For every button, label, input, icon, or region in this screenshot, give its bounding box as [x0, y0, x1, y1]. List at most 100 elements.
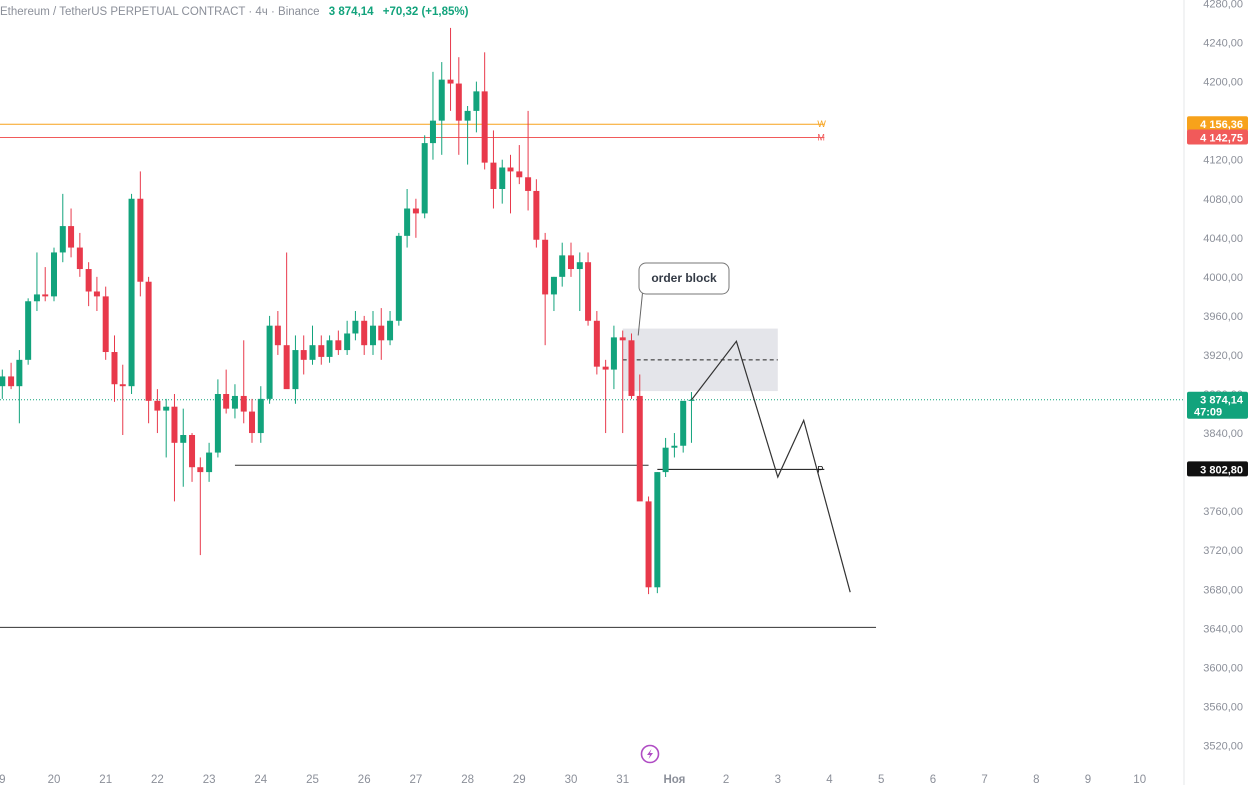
candle-body[interactable] [688, 399, 695, 401]
candle-body[interactable] [189, 435, 196, 468]
candle-body[interactable] [429, 120, 436, 144]
candle-body[interactable] [42, 294, 49, 297]
candle-body[interactable] [542, 239, 549, 295]
candle-body[interactable] [300, 350, 307, 360]
candle-body[interactable] [404, 208, 411, 236]
candle-body[interactable] [59, 226, 66, 253]
candle-body[interactable] [257, 398, 264, 434]
candle-countdown: 47:09 [1194, 407, 1222, 419]
symbol-title[interactable]: Ethereum / TetherUS PERPETUAL CONTRACT ·… [0, 6, 320, 18]
candle-body[interactable] [266, 325, 273, 399]
candle-body[interactable] [283, 345, 290, 390]
candle-body[interactable] [318, 345, 325, 357]
candle-body[interactable] [464, 110, 471, 121]
candle-body[interactable] [447, 79, 454, 84]
candle-body[interactable] [85, 269, 92, 292]
candle-body[interactable] [533, 190, 540, 240]
x-axis-tick: 9 [0, 774, 6, 785]
y-axis-tick: 4000,00 [1203, 272, 1243, 284]
order-block-callout[interactable] [638, 262, 730, 295]
candle-body[interactable] [636, 395, 643, 502]
candle-body[interactable] [335, 340, 342, 351]
candle-body[interactable] [378, 325, 385, 341]
candle-body[interactable] [473, 91, 480, 111]
candle-body[interactable] [51, 252, 57, 297]
candle-body[interactable] [387, 320, 394, 341]
candle-body[interactable] [33, 294, 40, 302]
candle-body[interactable] [395, 235, 402, 321]
y-axis-tick: 4240,00 [1203, 38, 1243, 50]
candle-body[interactable] [490, 162, 497, 189]
candle-body[interactable] [507, 167, 514, 172]
candle-body[interactable] [602, 366, 609, 370]
candle-body[interactable] [421, 143, 428, 214]
candle-body[interactable] [0, 376, 6, 387]
candle-body[interactable] [654, 472, 661, 588]
candle-body[interactable] [240, 395, 247, 412]
candle-body[interactable] [438, 79, 445, 121]
candle-body[interactable] [102, 296, 109, 353]
candle-body[interactable] [344, 333, 351, 351]
candle-body[interactable] [154, 400, 161, 411]
candle-body[interactable] [292, 350, 299, 390]
candle-body[interactable] [119, 384, 126, 387]
candle-body[interactable] [128, 198, 135, 387]
candle-body[interactable] [619, 337, 626, 341]
candle-body[interactable] [516, 171, 523, 178]
candle-body[interactable] [25, 301, 32, 360]
candle-body[interactable] [16, 359, 23, 387]
candle-body[interactable] [610, 337, 617, 370]
candle-body[interactable] [8, 376, 15, 387]
candle-body[interactable] [137, 198, 144, 282]
candle-body[interactable] [481, 91, 488, 163]
candle-body[interactable] [171, 406, 178, 443]
candle-body[interactable] [274, 325, 281, 346]
candle-body[interactable] [369, 325, 376, 346]
projection-path[interactable] [691, 340, 851, 593]
current-price-label-bg [1187, 391, 1248, 419]
candle-body[interactable] [568, 255, 574, 270]
candle-body[interactable] [593, 320, 600, 367]
candle-body[interactable] [576, 262, 583, 270]
lightning-icon[interactable] [640, 744, 660, 764]
y-axis-tick: 4200,00 [1203, 77, 1243, 89]
candle-body[interactable] [585, 262, 592, 321]
candle-body[interactable] [525, 177, 532, 191]
candle-body[interactable] [76, 247, 83, 270]
candle-body[interactable] [628, 340, 635, 396]
candle-body[interactable] [180, 435, 187, 443]
candle-body[interactable] [111, 352, 118, 385]
candle-body[interactable] [671, 445, 678, 448]
y-axis-tick: 3560,00 [1203, 701, 1243, 713]
level-letter-m: M [817, 132, 825, 142]
x-axis-tick: 24 [254, 774, 267, 785]
candle-body[interactable] [559, 255, 566, 277]
x-axis-tick: 21 [99, 774, 112, 785]
candle-body[interactable] [550, 276, 557, 295]
y-axis-tick: 4080,00 [1203, 194, 1243, 206]
candle-body[interactable] [455, 83, 462, 121]
candle-body[interactable] [93, 291, 100, 297]
candle-body[interactable] [361, 320, 368, 346]
candle-body[interactable] [680, 400, 687, 446]
candle-body[interactable] [662, 447, 669, 473]
candle-body[interactable] [206, 452, 213, 473]
candle-body[interactable] [249, 411, 256, 434]
candle-body[interactable] [214, 394, 221, 453]
candle-body[interactable] [145, 281, 152, 401]
candle-body[interactable] [326, 340, 333, 357]
candle-body[interactable] [499, 167, 506, 189]
level-letter-p: P [817, 464, 823, 474]
candle-body[interactable] [309, 345, 316, 360]
candle-body[interactable] [163, 406, 170, 411]
candle-body[interactable] [352, 320, 359, 334]
candle-body[interactable] [412, 208, 419, 214]
candle-body[interactable] [197, 467, 204, 473]
candle-body[interactable] [68, 226, 75, 248]
candle-body[interactable] [645, 501, 652, 588]
x-axis-tick: 3 [775, 774, 781, 785]
candle-body[interactable] [223, 394, 230, 409]
y-axis-tick: 3760,00 [1203, 506, 1243, 518]
candle-body[interactable] [231, 395, 238, 409]
